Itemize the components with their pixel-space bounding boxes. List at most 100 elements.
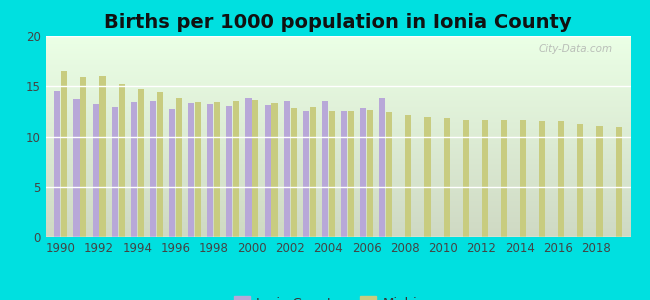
Bar xyxy=(46,86,630,87)
Bar xyxy=(46,82,630,83)
Bar xyxy=(46,47,630,48)
Bar xyxy=(46,184,630,185)
Bar xyxy=(46,227,630,228)
Bar xyxy=(46,187,630,188)
Bar xyxy=(46,148,630,149)
Bar xyxy=(46,77,630,78)
Bar xyxy=(46,143,630,144)
Bar xyxy=(46,166,630,167)
Bar xyxy=(46,142,630,143)
Bar xyxy=(46,75,630,76)
Bar xyxy=(131,102,137,237)
Bar xyxy=(46,88,630,89)
Bar xyxy=(46,79,630,80)
Bar xyxy=(322,101,328,237)
Bar xyxy=(46,160,630,161)
Bar xyxy=(46,56,630,57)
Bar xyxy=(233,101,239,237)
Bar xyxy=(46,118,630,119)
Bar xyxy=(303,111,309,237)
Bar xyxy=(46,46,630,47)
Bar xyxy=(367,110,373,237)
Bar xyxy=(46,188,630,189)
Bar xyxy=(46,138,630,139)
Bar xyxy=(46,230,630,231)
Bar xyxy=(283,101,290,237)
Bar xyxy=(46,169,630,170)
Legend: Ionia County, Michigan: Ionia County, Michigan xyxy=(228,291,448,300)
Bar xyxy=(46,132,630,133)
Bar xyxy=(46,66,630,67)
Bar xyxy=(46,40,630,41)
Bar xyxy=(73,99,79,237)
Bar xyxy=(46,119,630,120)
Bar xyxy=(46,105,630,106)
Bar xyxy=(46,84,630,85)
Bar xyxy=(46,205,630,206)
Bar xyxy=(46,177,630,178)
Bar xyxy=(46,72,630,73)
Bar xyxy=(46,156,630,157)
Bar xyxy=(386,112,393,237)
Bar xyxy=(46,163,630,164)
Bar xyxy=(46,127,630,128)
Bar xyxy=(46,102,630,103)
Bar xyxy=(46,57,630,58)
Bar xyxy=(46,136,630,137)
Bar xyxy=(226,106,233,237)
Bar xyxy=(46,223,630,224)
Bar xyxy=(46,117,630,118)
Bar xyxy=(46,181,630,182)
Bar xyxy=(46,113,630,114)
Bar xyxy=(207,104,213,237)
Bar xyxy=(46,114,630,115)
Bar xyxy=(46,93,630,94)
Bar xyxy=(46,210,630,211)
Bar xyxy=(46,111,630,112)
Bar xyxy=(46,165,630,166)
Bar xyxy=(46,42,630,43)
Bar xyxy=(46,145,630,146)
Bar xyxy=(61,71,68,237)
Bar xyxy=(46,38,630,39)
Bar xyxy=(46,194,630,195)
Bar xyxy=(46,100,630,101)
Bar xyxy=(176,98,182,237)
Bar xyxy=(46,125,630,126)
Bar xyxy=(46,69,630,70)
Bar xyxy=(46,120,630,121)
Bar xyxy=(46,214,630,215)
Bar xyxy=(46,158,630,159)
Bar xyxy=(46,58,630,59)
Bar xyxy=(46,126,630,127)
Bar xyxy=(99,76,105,237)
Bar xyxy=(46,235,630,236)
Bar xyxy=(46,221,630,222)
Bar xyxy=(46,197,630,198)
Bar xyxy=(46,62,630,63)
Bar xyxy=(46,92,630,93)
Bar xyxy=(92,104,99,237)
Bar xyxy=(46,133,630,134)
Bar xyxy=(501,120,507,237)
Bar xyxy=(46,207,630,208)
Bar xyxy=(46,128,630,129)
Bar xyxy=(597,126,603,237)
Bar xyxy=(46,55,630,56)
Bar xyxy=(46,164,630,165)
Bar xyxy=(46,64,630,65)
Bar xyxy=(188,103,194,237)
Bar xyxy=(46,140,630,141)
Bar xyxy=(46,106,630,107)
Bar xyxy=(520,120,526,237)
Bar xyxy=(46,229,630,230)
Bar xyxy=(46,182,630,183)
Bar xyxy=(46,234,630,235)
Bar xyxy=(46,220,630,221)
Bar xyxy=(46,71,630,72)
Bar xyxy=(46,96,630,97)
Bar xyxy=(46,215,630,216)
Bar xyxy=(46,100,630,101)
Bar xyxy=(46,152,630,153)
Bar xyxy=(46,50,630,51)
